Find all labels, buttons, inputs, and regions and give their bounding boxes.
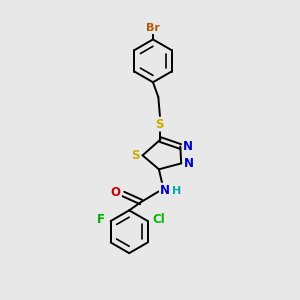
Text: Br: Br: [146, 23, 160, 33]
Text: O: O: [111, 186, 121, 199]
Text: H: H: [172, 186, 182, 196]
Text: N: N: [183, 140, 193, 153]
Text: N: N: [160, 184, 170, 196]
Text: N: N: [184, 157, 194, 170]
Text: F: F: [97, 213, 105, 226]
Text: Cl: Cl: [153, 213, 165, 226]
Text: S: S: [155, 118, 163, 130]
Text: S: S: [131, 149, 140, 162]
